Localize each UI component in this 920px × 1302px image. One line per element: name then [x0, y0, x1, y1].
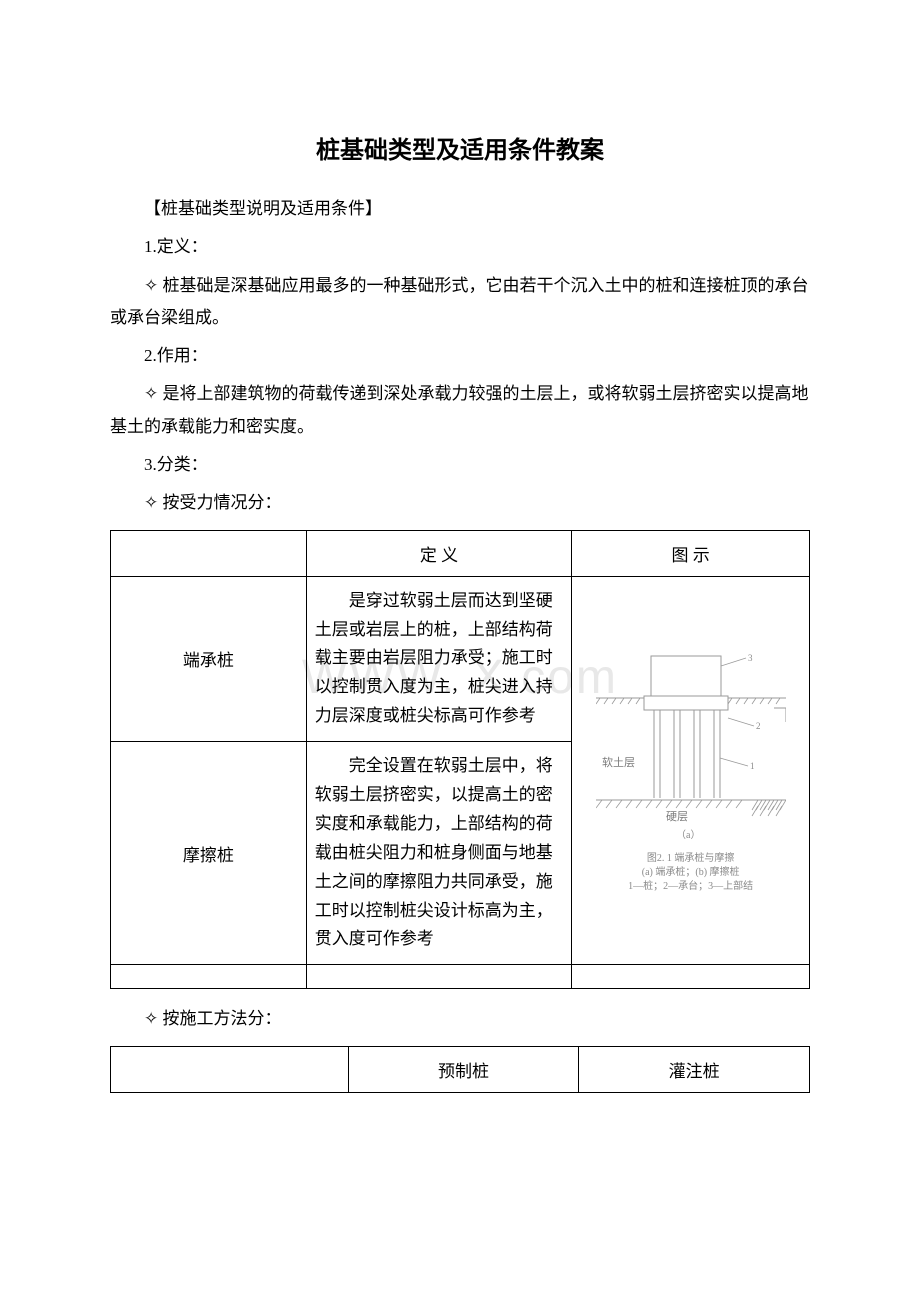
- diagram-cell: 3 2: [572, 576, 810, 965]
- table-header-definition: 定 义: [306, 530, 572, 576]
- classification-by-force: ✧ 按受力情况分：: [110, 487, 810, 519]
- empty-cell: [111, 965, 307, 989]
- svg-text:2: 2: [756, 721, 761, 731]
- row-label-end-bearing: 端承桩: [111, 576, 307, 741]
- table-by-method: 预制桩 灌注桩: [110, 1046, 810, 1093]
- svg-text:1: 1: [750, 761, 755, 771]
- classification-label: 3.分类：: [110, 449, 810, 481]
- classification-by-method: ✧ 按施工方法分：: [110, 1003, 810, 1035]
- section-header: 【桩基础类型说明及适用条件】: [110, 193, 810, 225]
- pile-diagram-icon: 3 2: [596, 648, 786, 848]
- table-by-force: 定 义 图 示 端承桩 是穿过软弱土层而达到坚硬土层或岩层上的桩，上部结构荷载主…: [110, 530, 810, 990]
- soft-layer-label: 软土层: [602, 755, 635, 769]
- row-label-friction: 摩擦桩: [111, 742, 307, 965]
- table-row: 端承桩 是穿过软弱土层而达到坚硬土层或岩层上的桩，上部结构荷载主要由岩层阻力承受…: [111, 576, 810, 741]
- diagram-caption-line3: 1—桩；2—承台；3—上部结: [628, 880, 753, 894]
- diagram-subcap: （a）: [676, 829, 700, 841]
- row-def-end-bearing: 是穿过软弱土层而达到坚硬土层或岩层上的桩，上部结构荷载主要由岩层阻力承受；施工时…: [306, 576, 572, 741]
- table-header-diagram: 图 示: [572, 530, 810, 576]
- diagram-caption-line1: 图2. 1 端承桩与摩擦: [628, 852, 753, 866]
- table2-header-precast: 预制桩: [348, 1046, 579, 1092]
- definition-label: 1.定义：: [110, 231, 810, 263]
- table-row-empty: [111, 965, 810, 989]
- table-row: 预制桩 灌注桩: [111, 1046, 810, 1092]
- table2-header-castinplace: 灌注桩: [579, 1046, 810, 1092]
- function-body: ✧ 是将上部建筑物的荷载传递到深处承载力较强的土层上，或将软弱土层挤密实以提高地…: [110, 378, 810, 443]
- row-def-friction: 完全设置在软弱土层中，将软弱土层挤密实，以提高土的密实度和承载能力，上部结构的荷…: [306, 742, 572, 965]
- table2-header-blank: [111, 1046, 349, 1092]
- svg-text:3: 3: [748, 653, 753, 663]
- table-row: 定 义 图 示: [111, 530, 810, 576]
- definition-body: ✧ 桩基础是深基础应用最多的一种基础形式，它由若干个沉入土中的桩和连接桩顶的承台…: [110, 270, 810, 335]
- empty-cell: [306, 965, 572, 989]
- function-label: 2.作用：: [110, 340, 810, 372]
- page-title: 桩基础类型及适用条件教案: [110, 130, 810, 165]
- empty-cell: [572, 965, 810, 989]
- hard-layer-label: 硬层: [666, 810, 688, 823]
- table-header-blank: [111, 530, 307, 576]
- diagram-caption-line2: (a) 端承桩；(b) 摩擦桩: [628, 866, 753, 880]
